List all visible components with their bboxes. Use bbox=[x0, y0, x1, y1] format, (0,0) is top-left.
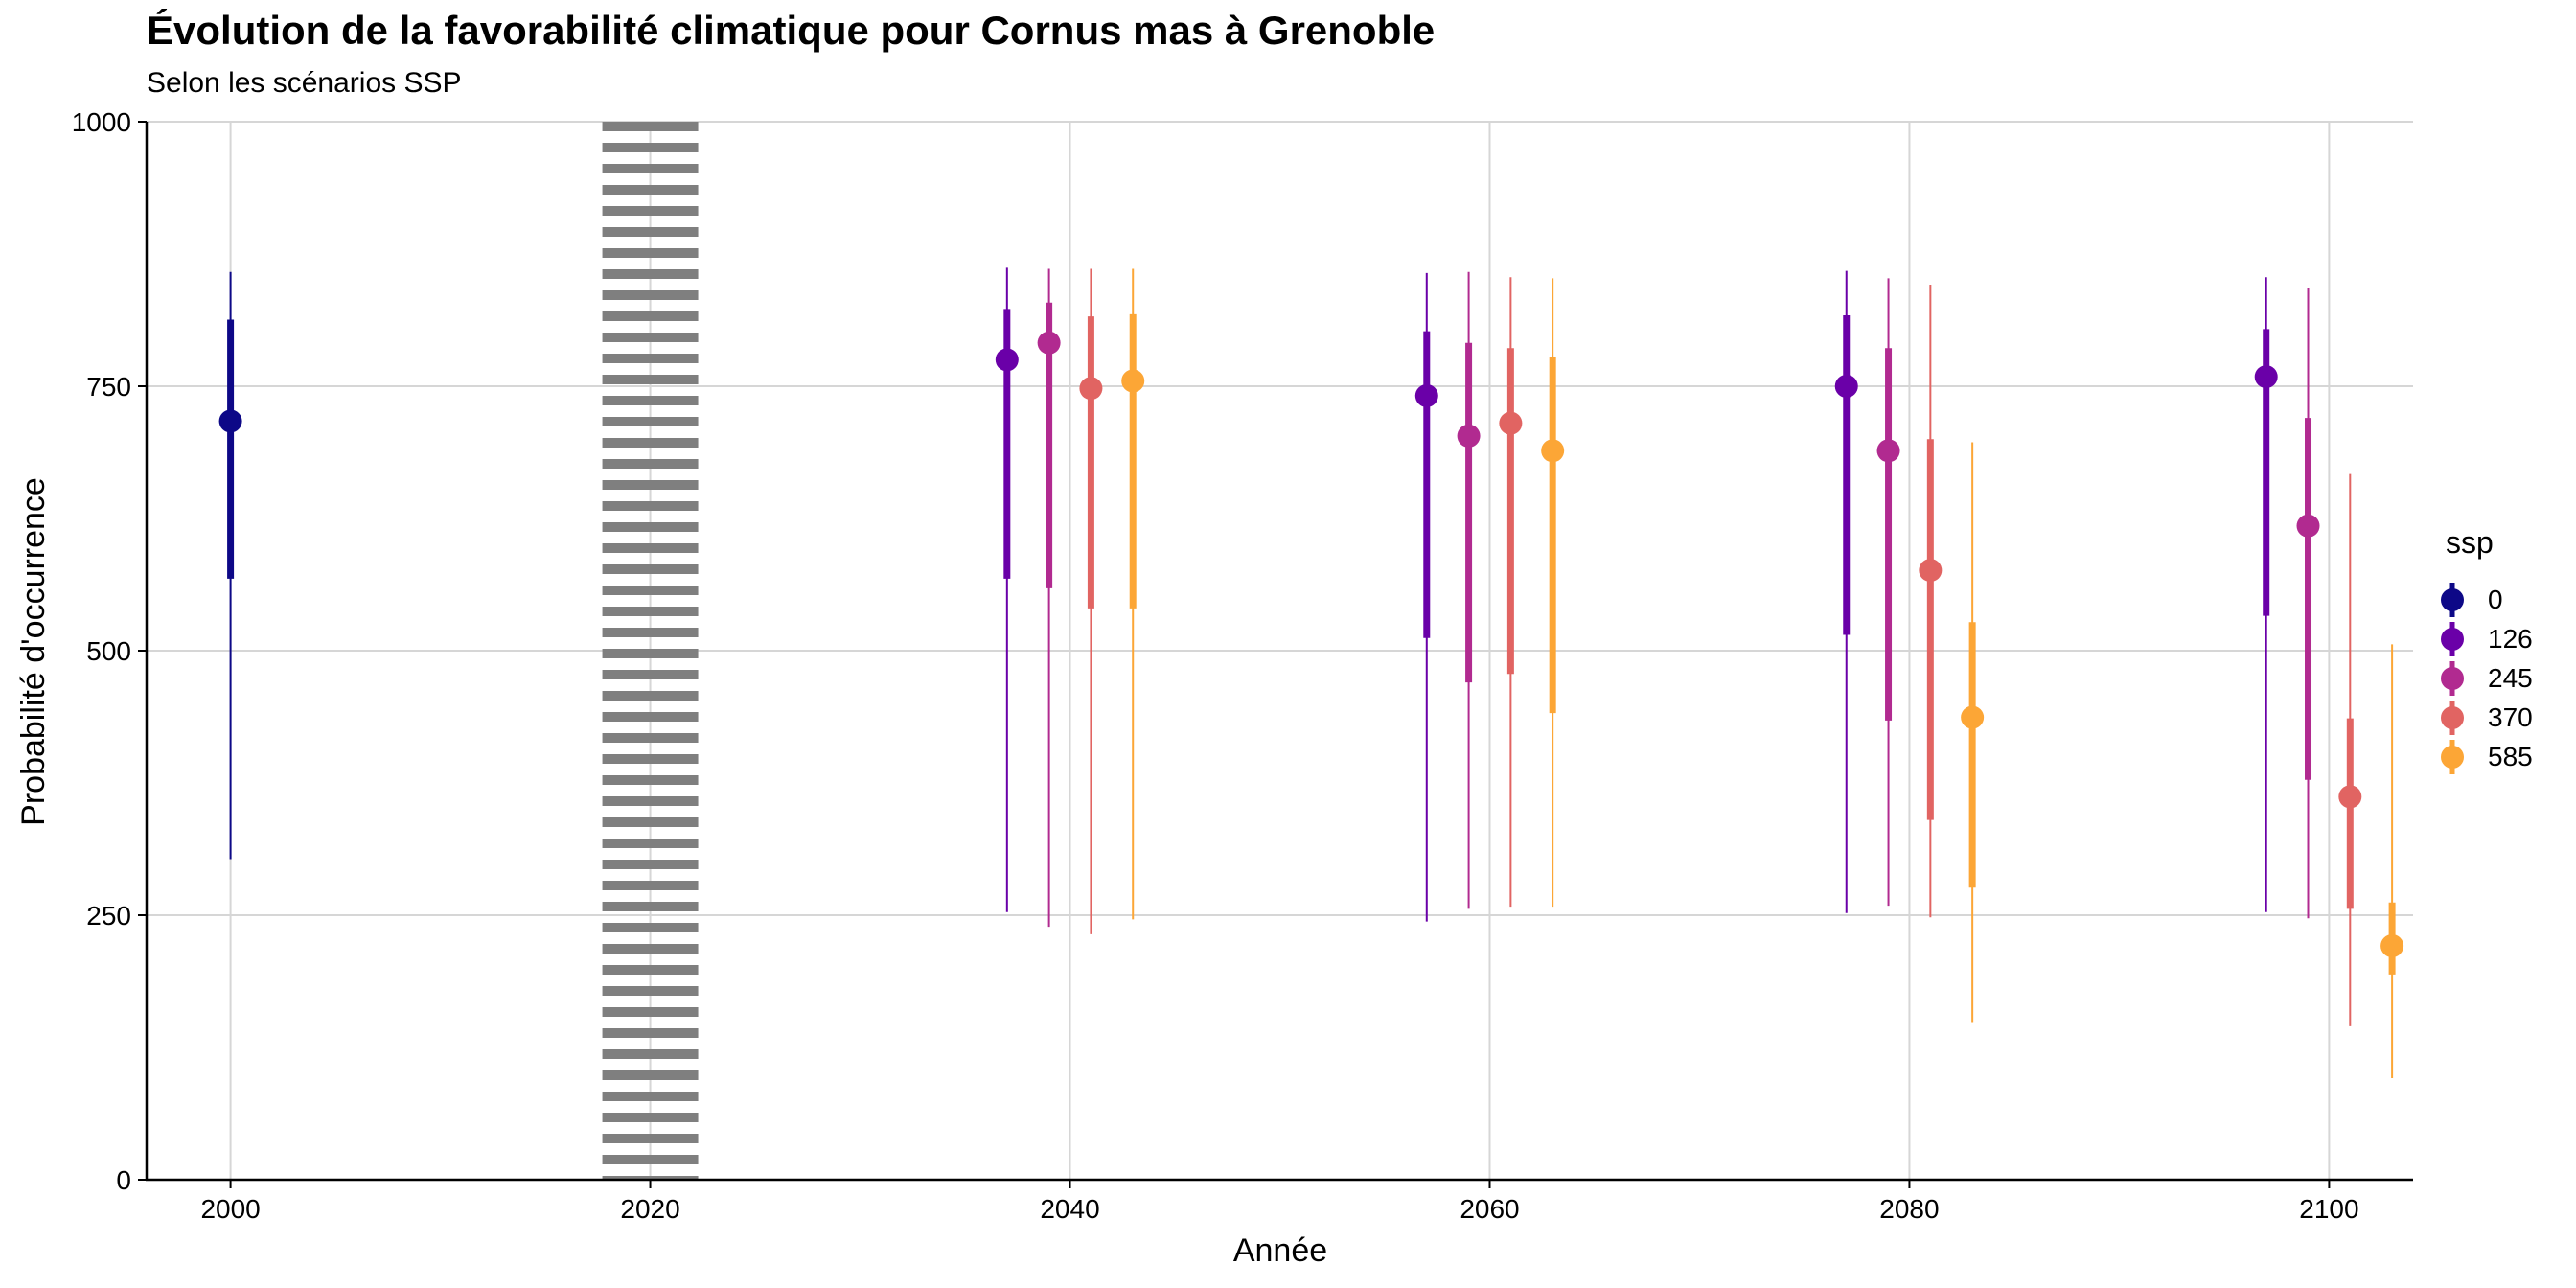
x-axis-title: Année bbox=[1233, 1232, 1327, 1269]
point-range-ssp-245 bbox=[2296, 288, 2320, 919]
grid bbox=[147, 121, 2413, 1181]
median-point bbox=[995, 348, 1019, 372]
legend-item-ssp-585: 585 bbox=[2436, 738, 2533, 776]
x-tick-label: 2080 bbox=[1879, 1194, 1939, 1224]
point-range-ssp-126 bbox=[1834, 270, 1858, 913]
median-point bbox=[1037, 331, 1061, 355]
point-range-ssp-370 bbox=[1079, 268, 1103, 934]
legend-key bbox=[2436, 620, 2469, 658]
legend-key bbox=[2436, 581, 2469, 619]
legend-key bbox=[2436, 738, 2469, 776]
legend-item-ssp-0: 0 bbox=[2436, 581, 2503, 619]
x-tick-label: 2100 bbox=[2299, 1194, 2358, 1224]
median-point bbox=[1121, 369, 1145, 393]
median-point bbox=[1499, 411, 1523, 435]
legend-label: 126 bbox=[2488, 624, 2533, 654]
point-range-ssp-0 bbox=[218, 271, 242, 860]
point-range-ssp-126 bbox=[2254, 277, 2278, 912]
x-tick-label: 2060 bbox=[1460, 1194, 1519, 1224]
y-tick-label: 500 bbox=[86, 636, 131, 666]
median-point bbox=[2296, 514, 2320, 538]
chart-title: Évolution de la favorabilité climatique … bbox=[147, 8, 1436, 53]
y-tick-label: 250 bbox=[86, 901, 131, 931]
median-point bbox=[1457, 424, 1481, 448]
legend-item-ssp-126: 126 bbox=[2436, 620, 2533, 658]
y-axis-title: Probabilité d'occurrence bbox=[15, 477, 52, 826]
point-range-ssp-126 bbox=[995, 267, 1019, 912]
median-point bbox=[1414, 383, 1438, 407]
point-range-ssp-370 bbox=[1499, 277, 1523, 908]
point-range-ssp-585 bbox=[1541, 278, 1565, 908]
point-range-ssp-370 bbox=[2338, 473, 2362, 1026]
point-range-ssp-245 bbox=[1876, 278, 1900, 907]
median-point bbox=[2380, 934, 2404, 958]
legend-label: 245 bbox=[2488, 663, 2533, 693]
legend-label: 585 bbox=[2488, 742, 2533, 771]
x-tick-label: 2020 bbox=[620, 1194, 679, 1224]
median-point bbox=[1834, 375, 1858, 398]
axes: 0 250 500 750 1000 2000 2020 2040 2060 2080 2100 bbox=[72, 107, 2413, 1224]
point-range-ssp-585 bbox=[1961, 442, 1985, 1023]
x-tick-label: 2000 bbox=[200, 1194, 260, 1224]
median-point bbox=[1541, 439, 1565, 463]
legend-key bbox=[2436, 699, 2469, 737]
point-range-ssp-370 bbox=[1919, 285, 1943, 918]
legend-key bbox=[2436, 659, 2469, 698]
point-range-ssp-245 bbox=[1037, 268, 1061, 928]
data-layer bbox=[218, 267, 2404, 1079]
median-point bbox=[2254, 365, 2278, 389]
point-range-ssp-585 bbox=[1121, 268, 1145, 920]
median-point bbox=[1876, 439, 1900, 463]
legend-label: 370 bbox=[2488, 702, 2533, 732]
median-point bbox=[2338, 785, 2362, 809]
median-point bbox=[1919, 559, 1943, 583]
y-tick-label: 750 bbox=[86, 372, 131, 402]
legend-label: 0 bbox=[2488, 585, 2503, 614]
point-range-ssp-585 bbox=[2380, 644, 2404, 1079]
legend-item-ssp-245: 245 bbox=[2436, 659, 2533, 698]
y-tick-label: 1000 bbox=[72, 107, 131, 137]
legend-item-ssp-370: 370 bbox=[2436, 699, 2533, 737]
median-point bbox=[1961, 705, 1985, 729]
point-range-ssp-126 bbox=[1414, 272, 1438, 922]
median-point bbox=[218, 409, 242, 433]
y-tick-label: 0 bbox=[116, 1165, 131, 1195]
legend-title: ssp bbox=[2446, 525, 2494, 560]
point-range-ssp-245 bbox=[1457, 271, 1481, 909]
chart-subtitle: Selon les scénarios SSP bbox=[147, 67, 462, 99]
median-point bbox=[1079, 377, 1103, 401]
x-tick-label: 2040 bbox=[1040, 1194, 1099, 1224]
